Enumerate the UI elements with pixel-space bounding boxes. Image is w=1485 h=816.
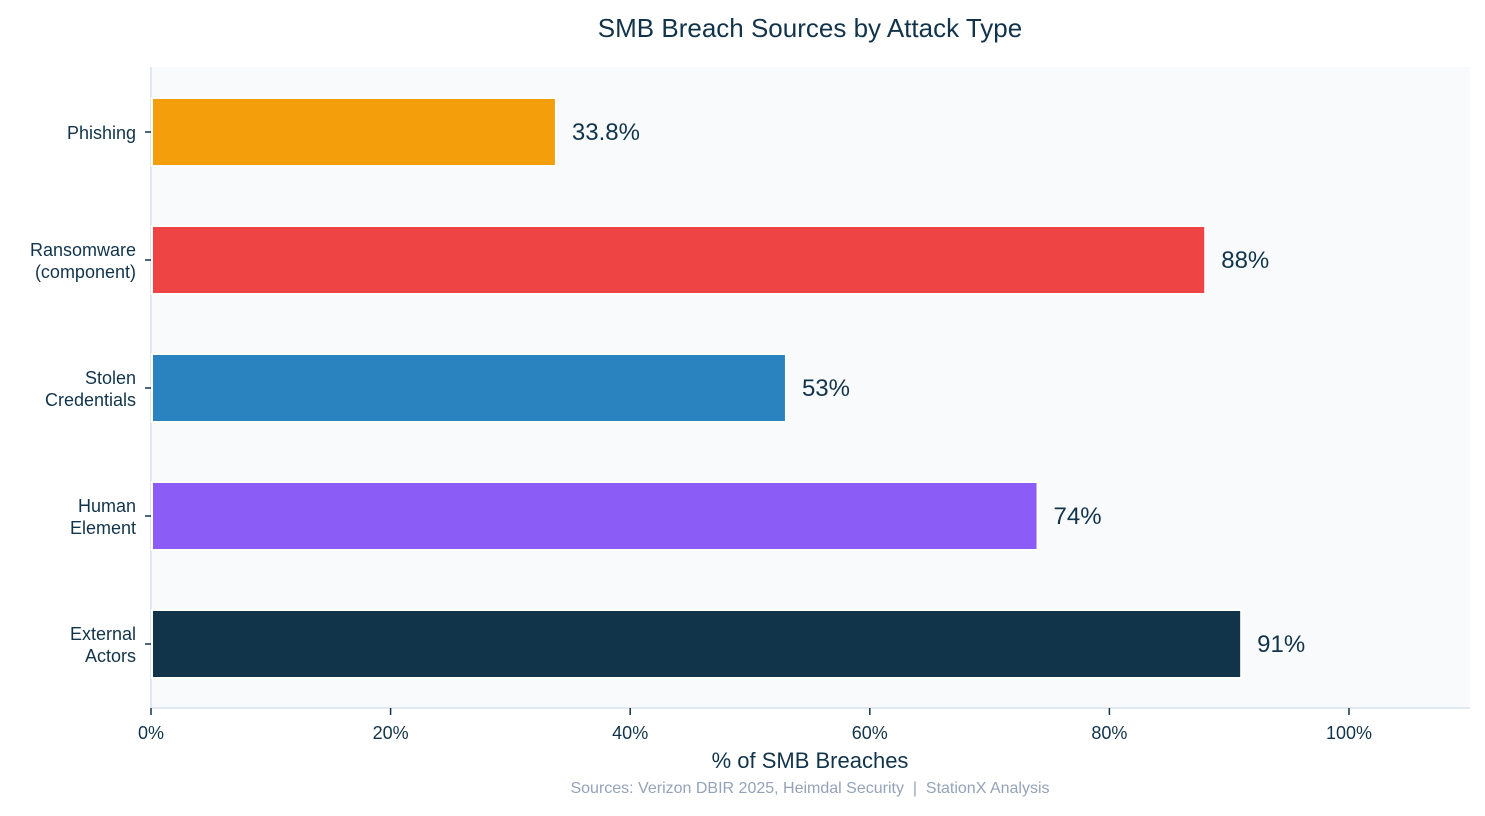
x-tick-label: 80% [1091, 723, 1127, 743]
x-tick-label: 60% [852, 723, 888, 743]
y-tick-label: Ransomware [30, 240, 136, 260]
x-tick-label: 100% [1326, 723, 1372, 743]
data-label: 33.8% [572, 119, 640, 146]
y-tick-label: (component) [35, 262, 136, 282]
y-tick-label: Phishing [67, 123, 136, 143]
bar [151, 225, 1207, 295]
data-label: 53% [802, 375, 850, 402]
x-axis-label: % of SMB Breaches [712, 748, 909, 773]
source-note: Sources: Verizon DBIR 2025, Heimdal Secu… [570, 780, 1049, 797]
bar [151, 481, 1039, 551]
y-tick-label: Element [70, 518, 136, 538]
y-tick-label: Credentials [45, 390, 136, 410]
x-tick-label: 0% [138, 723, 164, 743]
y-tick-label: Human [78, 496, 136, 516]
data-label: 74% [1054, 503, 1102, 530]
y-tick-label: External [70, 624, 136, 644]
x-tick-label: 40% [612, 723, 648, 743]
y-tick-label: Stolen [85, 368, 136, 388]
x-tick-label: 20% [373, 723, 409, 743]
y-tick-label: Actors [85, 646, 136, 666]
chart-title: SMB Breach Sources by Attack Type [598, 13, 1022, 43]
bar [151, 353, 787, 423]
bar [151, 609, 1243, 679]
data-label: 91% [1257, 631, 1305, 658]
data-label: 88% [1221, 247, 1269, 274]
bar [151, 97, 557, 167]
